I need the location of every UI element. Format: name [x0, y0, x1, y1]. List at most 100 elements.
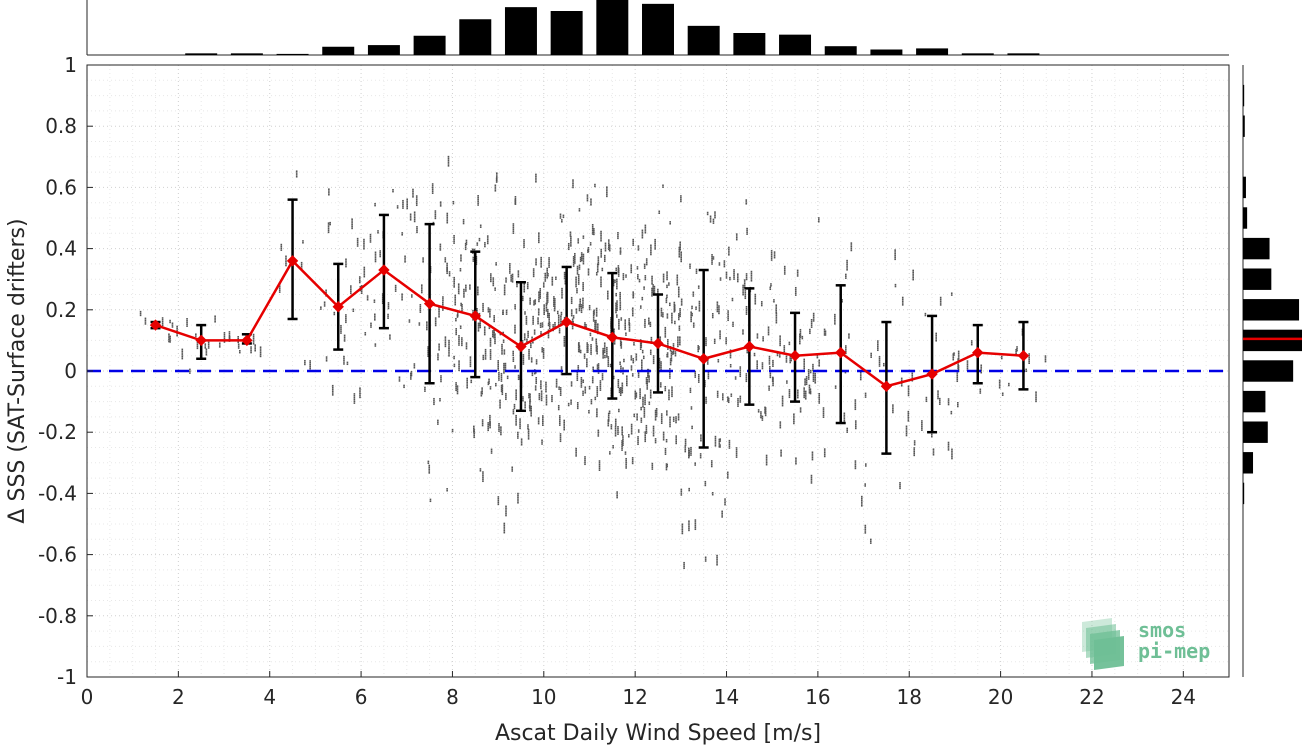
mean-marker: [469, 310, 481, 322]
scatter-point: [488, 382, 490, 384]
scatter-point: [514, 201, 517, 204]
y-tick-label: 0.8: [45, 114, 77, 138]
scatter-point: [517, 274, 520, 276]
scatter-point: [666, 273, 668, 275]
scatter-point: [560, 313, 563, 316]
scatter-point: [808, 386, 811, 389]
scatter-point: [459, 325, 462, 328]
scatter-point: [650, 338, 653, 341]
scatter-point: [413, 215, 416, 217]
scatter-point: [540, 260, 542, 263]
scatter-point: [810, 476, 813, 479]
scatter-point: [606, 186, 608, 188]
scatter-point: [433, 403, 435, 406]
scatter-point: [734, 376, 737, 378]
scatter-point: [453, 242, 455, 244]
scatter-point: [548, 264, 550, 267]
scatter-point: [756, 365, 758, 368]
scatter-point: [426, 326, 428, 329]
scatter-point: [639, 391, 641, 394]
scatter-point: [526, 282, 529, 284]
scatter-point: [420, 288, 423, 290]
scatter-point: [783, 350, 786, 353]
scatter-point: [619, 247, 622, 250]
scatter-point: [624, 321, 627, 323]
scatter-point: [617, 426, 619, 428]
scatter-point: [446, 268, 448, 271]
scatter-point: [939, 304, 942, 306]
scatter-point: [606, 346, 608, 349]
scatter-point: [899, 487, 901, 490]
scatter-point: [718, 444, 721, 446]
right-hist-bar: [1243, 237, 1270, 260]
scatter-point: [169, 337, 171, 340]
scatter-point: [323, 303, 326, 305]
scatter-point: [970, 340, 973, 342]
scatter-point: [730, 393, 733, 396]
mean-marker: [149, 319, 162, 331]
scatter-point: [539, 324, 542, 327]
scatter-point: [907, 394, 910, 397]
scatter-point: [742, 292, 744, 294]
scatter-point: [359, 391, 361, 393]
scatter-point: [501, 343, 503, 346]
scatter-point: [572, 179, 574, 181]
scatter-point: [834, 315, 836, 318]
scatter-point: [803, 364, 806, 366]
scatter-point: [745, 273, 748, 275]
scatter-point: [823, 451, 826, 454]
scatter-point: [577, 350, 580, 353]
scatter-point: [846, 259, 848, 262]
scatter-point: [808, 384, 811, 387]
scatter-point: [513, 407, 516, 410]
scatter-point: [621, 430, 623, 432]
scatter-point: [733, 269, 735, 271]
scatter-point: [359, 387, 361, 390]
scatter-point: [472, 260, 475, 262]
scatter-point: [797, 395, 799, 397]
scatter-point: [560, 366, 563, 368]
scatter-point: [587, 247, 590, 249]
scatter-point: [494, 287, 496, 290]
scatter-point: [590, 347, 592, 350]
scatter-point: [353, 402, 356, 404]
scatter-point: [582, 390, 584, 393]
scatter-point: [515, 424, 517, 426]
scatter-point: [662, 277, 665, 279]
scatter-point: [584, 463, 586, 466]
scatter-point: [541, 349, 544, 351]
scatter-point: [935, 338, 937, 340]
scatter-point: [228, 331, 231, 333]
scatter-point: [500, 431, 502, 434]
scatter-point: [646, 388, 649, 390]
scatter-point: [761, 415, 764, 418]
scatter-point: [369, 235, 372, 238]
scatter-point: [725, 273, 728, 276]
scatter-point: [645, 261, 648, 264]
scatter-point: [921, 429, 923, 431]
scatter-point: [732, 323, 734, 326]
scatter-point: [931, 434, 933, 436]
scatter-point: [672, 350, 675, 353]
scatter-point: [645, 424, 648, 427]
right-hist-bar: [1243, 84, 1245, 107]
scatter-point: [448, 272, 451, 275]
scatter-point: [583, 357, 586, 359]
scatter-point: [374, 319, 376, 321]
scatter-point: [652, 357, 655, 359]
scatter-point: [654, 411, 657, 414]
scatter-point: [530, 346, 532, 349]
scatter-point: [745, 199, 748, 201]
scatter-point: [503, 293, 506, 296]
scatter-point: [846, 263, 848, 266]
scatter-point: [580, 309, 583, 312]
scatter-point: [677, 293, 680, 296]
scatter-point: [426, 325, 428, 327]
scatter-point: [651, 464, 654, 467]
scatter-point: [412, 188, 414, 191]
scatter-point: [501, 393, 504, 396]
scatter-point: [523, 283, 526, 286]
scatter-point: [805, 381, 808, 384]
scatter-point: [431, 183, 434, 185]
scatter-point: [561, 295, 563, 297]
